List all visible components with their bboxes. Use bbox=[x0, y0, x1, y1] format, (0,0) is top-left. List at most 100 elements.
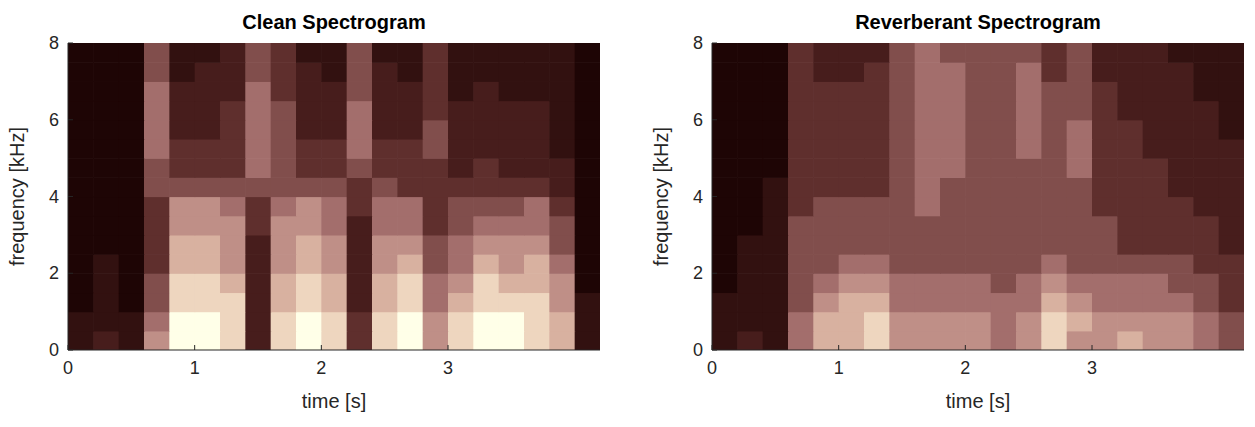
cell bbox=[813, 235, 839, 255]
cell bbox=[1067, 273, 1093, 293]
cell bbox=[1143, 292, 1169, 312]
cell bbox=[1067, 101, 1093, 121]
cell bbox=[499, 216, 525, 236]
cell bbox=[737, 292, 763, 312]
cell bbox=[423, 292, 449, 312]
cell bbox=[915, 235, 941, 255]
cell bbox=[1168, 177, 1194, 197]
cell bbox=[119, 331, 145, 350]
cell bbox=[549, 177, 575, 197]
cell bbox=[575, 216, 600, 236]
cell bbox=[169, 292, 195, 312]
cell bbox=[1143, 43, 1169, 63]
cell bbox=[119, 81, 145, 101]
cell bbox=[813, 254, 839, 274]
cell bbox=[889, 120, 915, 140]
cell bbox=[1193, 158, 1219, 178]
cell bbox=[1067, 62, 1093, 82]
cell bbox=[499, 43, 525, 63]
cell bbox=[1067, 158, 1093, 178]
cell bbox=[245, 292, 271, 312]
cell bbox=[524, 235, 550, 255]
cell bbox=[1016, 139, 1042, 159]
cell bbox=[195, 312, 221, 332]
cell bbox=[1193, 273, 1219, 293]
cell bbox=[575, 331, 600, 350]
cell bbox=[1117, 43, 1143, 63]
cell bbox=[991, 120, 1017, 140]
cell bbox=[93, 292, 119, 312]
cell bbox=[448, 158, 474, 178]
cell bbox=[889, 101, 915, 121]
cell bbox=[271, 81, 297, 101]
y-tick bbox=[712, 119, 717, 120]
cell bbox=[1168, 331, 1194, 350]
cell bbox=[473, 43, 499, 63]
cell bbox=[499, 197, 525, 217]
cell bbox=[1016, 216, 1042, 236]
cell bbox=[499, 254, 525, 274]
cell bbox=[296, 216, 322, 236]
cell bbox=[839, 273, 865, 293]
cell bbox=[940, 120, 966, 140]
cell bbox=[119, 139, 145, 159]
cell bbox=[423, 62, 449, 82]
cell bbox=[423, 312, 449, 332]
cell bbox=[423, 158, 449, 178]
cell bbox=[195, 120, 221, 140]
cell bbox=[737, 62, 763, 82]
cell bbox=[245, 331, 271, 350]
cell bbox=[220, 216, 246, 236]
cell bbox=[575, 101, 600, 121]
cell bbox=[712, 43, 738, 63]
cell bbox=[991, 101, 1017, 121]
cell bbox=[1016, 81, 1042, 101]
cell bbox=[763, 273, 789, 293]
cell bbox=[737, 254, 763, 274]
cell bbox=[245, 101, 271, 121]
cell bbox=[347, 254, 373, 274]
cell bbox=[788, 235, 814, 255]
cell bbox=[473, 139, 499, 159]
cell bbox=[372, 120, 398, 140]
cell bbox=[1041, 101, 1067, 121]
y-tick bbox=[68, 196, 73, 197]
cell bbox=[940, 197, 966, 217]
cell bbox=[1041, 235, 1067, 255]
cell bbox=[889, 312, 915, 332]
cell bbox=[1092, 62, 1118, 82]
cell bbox=[499, 81, 525, 101]
panel: 012302468Reverberant Spectrogramtime [s]… bbox=[650, 11, 1245, 412]
cell bbox=[347, 158, 373, 178]
cell bbox=[1219, 235, 1244, 255]
cell bbox=[889, 235, 915, 255]
cell bbox=[93, 120, 119, 140]
x-tick-label: 2 bbox=[316, 358, 326, 378]
cell bbox=[271, 120, 297, 140]
cell bbox=[347, 235, 373, 255]
cell bbox=[1117, 158, 1143, 178]
cell bbox=[1092, 81, 1118, 101]
cell bbox=[1193, 62, 1219, 82]
cell bbox=[321, 292, 347, 312]
cell bbox=[991, 292, 1017, 312]
cell bbox=[965, 158, 991, 178]
cell bbox=[1092, 292, 1118, 312]
cell bbox=[1143, 177, 1169, 197]
cell bbox=[220, 120, 246, 140]
cell bbox=[965, 120, 991, 140]
cell bbox=[763, 197, 789, 217]
cell bbox=[347, 177, 373, 197]
cell bbox=[1117, 81, 1143, 101]
cell bbox=[93, 43, 119, 63]
cell bbox=[864, 139, 890, 159]
cell bbox=[195, 216, 221, 236]
cell bbox=[68, 101, 94, 121]
cell bbox=[195, 254, 221, 274]
cell bbox=[1143, 216, 1169, 236]
cell bbox=[220, 177, 246, 197]
cell bbox=[169, 197, 195, 217]
cell bbox=[1092, 331, 1118, 350]
cell bbox=[499, 235, 525, 255]
cell bbox=[915, 216, 941, 236]
